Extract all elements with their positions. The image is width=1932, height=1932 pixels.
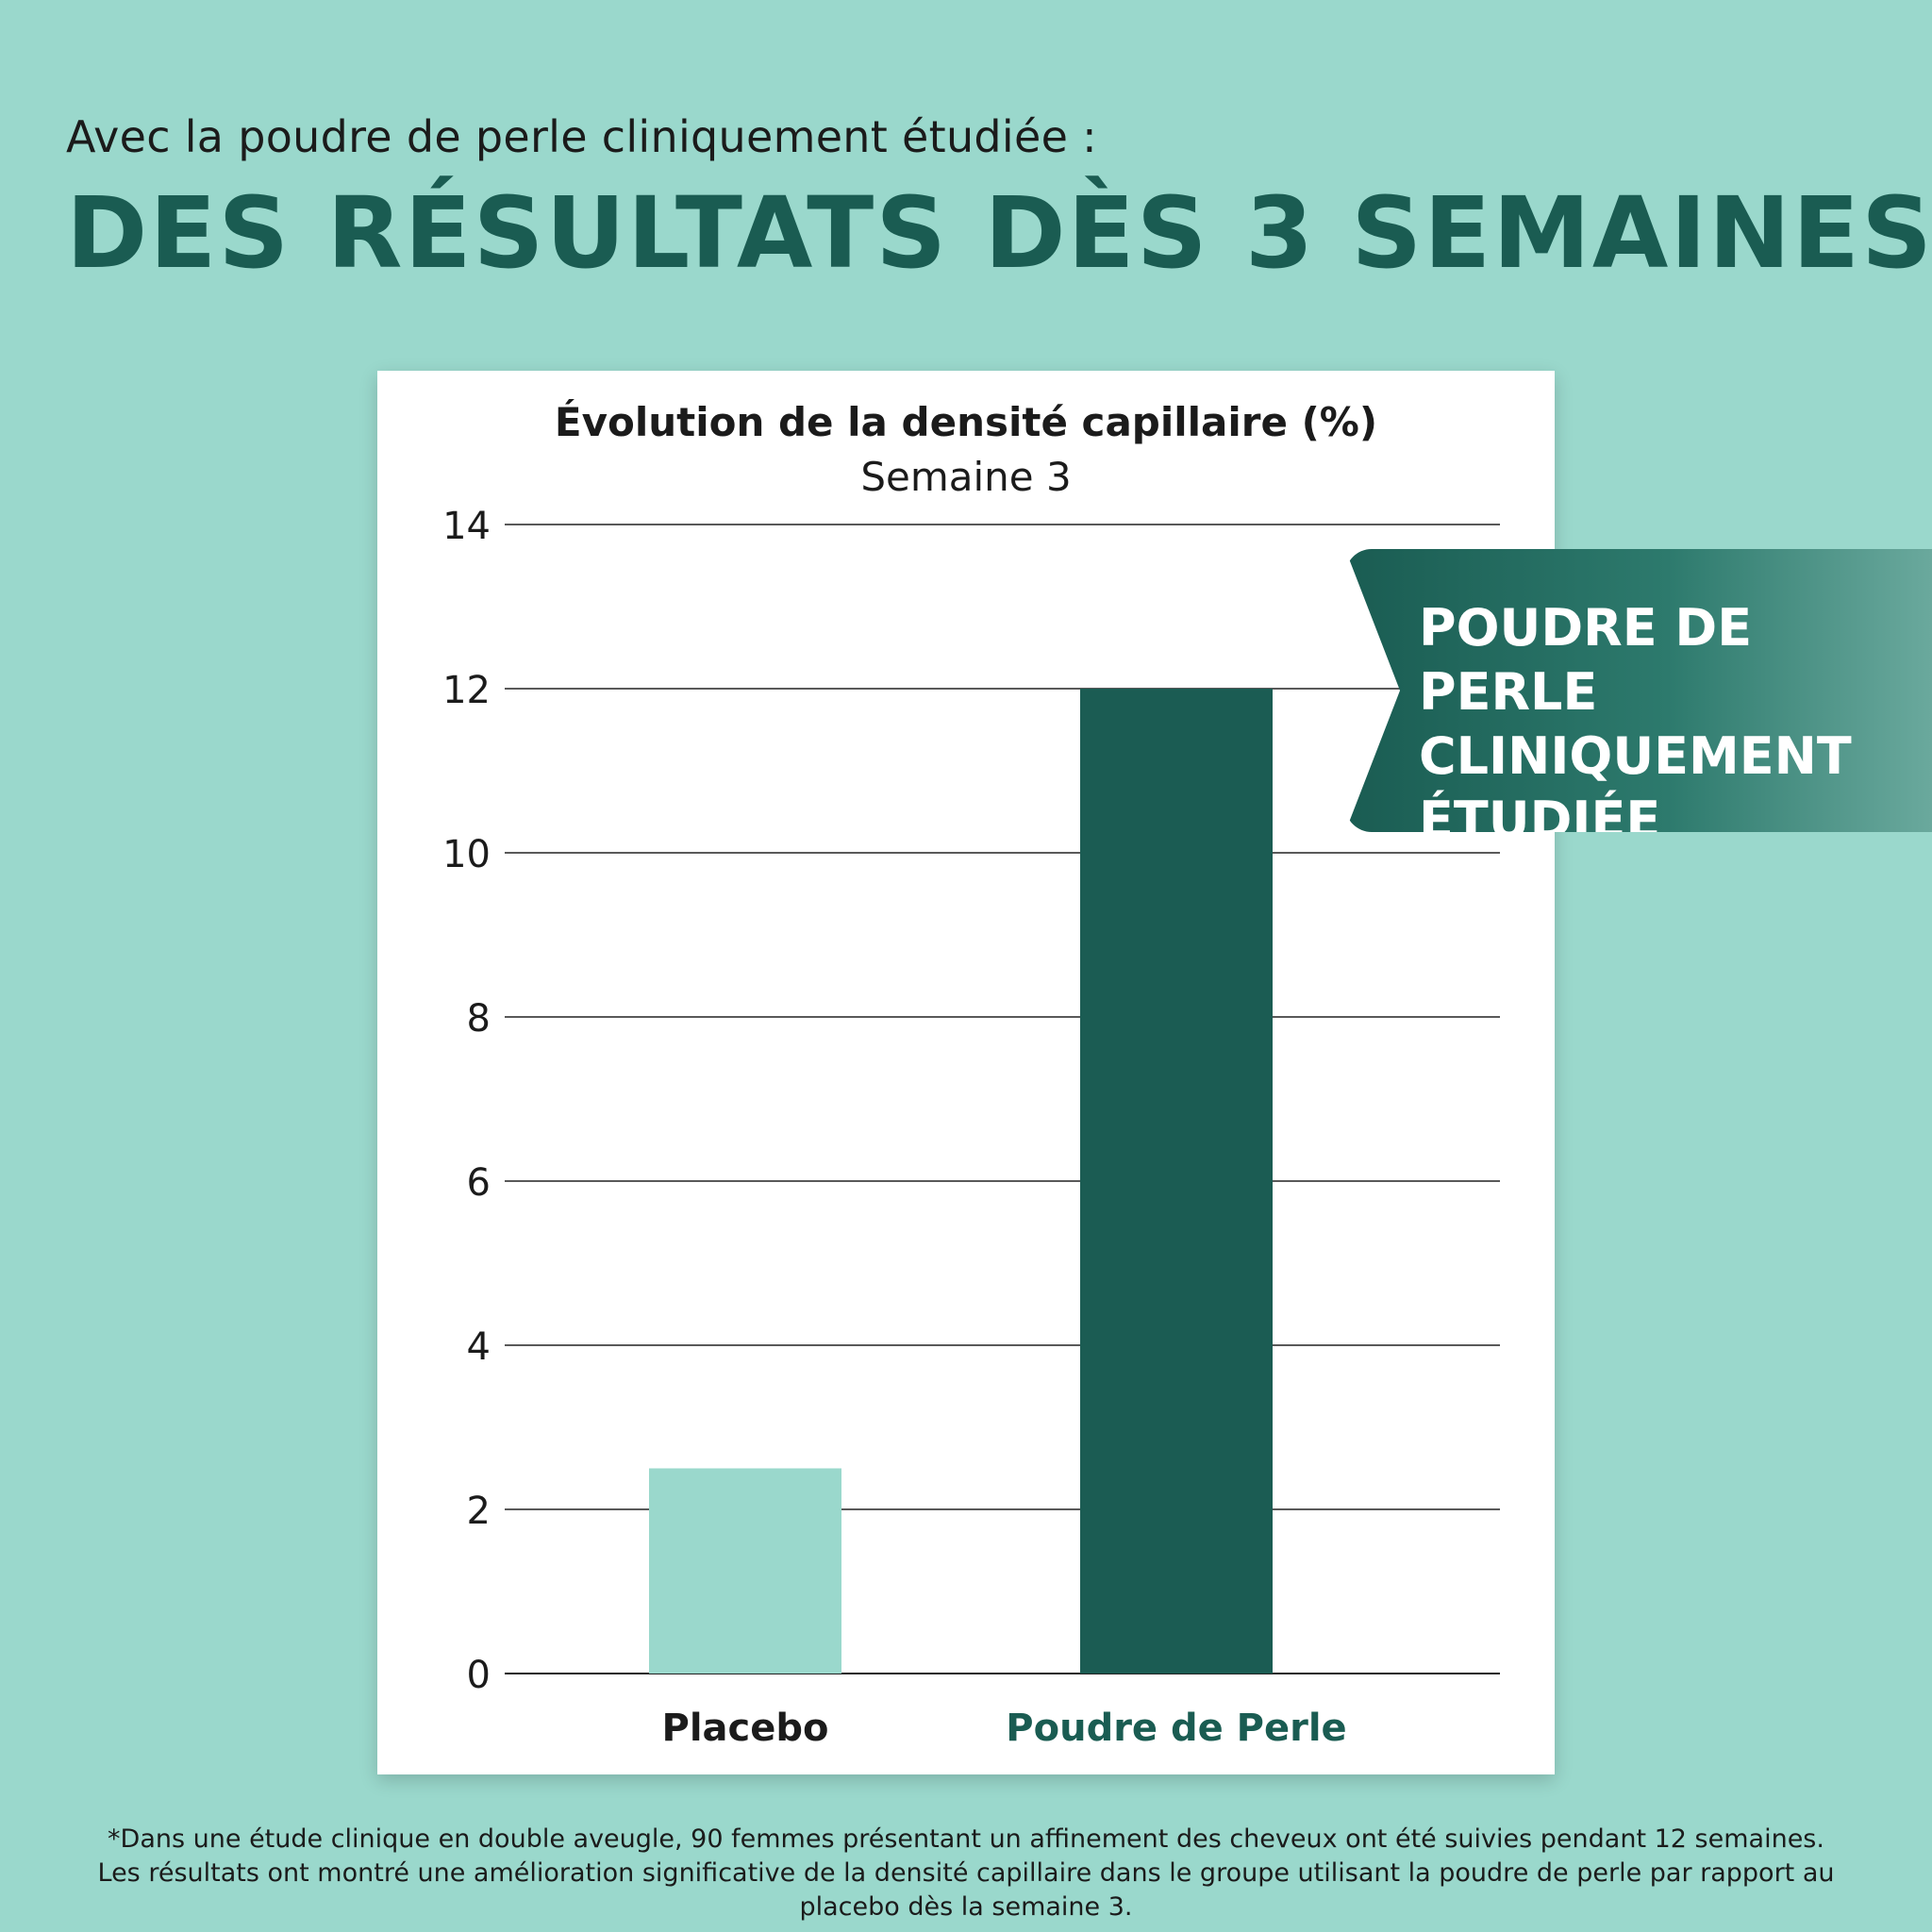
product-ribbon: POUDRE DE PERLE CLINIQUEMENT ÉTUDIÉE [1345, 549, 1932, 832]
y-tick-label: 6 [467, 1161, 491, 1205]
y-tick-label: 12 [442, 669, 491, 712]
chart-title: Évolution de la densité capillaire (%) [554, 399, 1378, 445]
ribbon-text: POUDRE DE PERLE CLINIQUEMENT ÉTUDIÉE [1419, 598, 1852, 850]
y-tick-label: 4 [467, 1325, 491, 1369]
intro-text: Avec la poudre de perle cliniquement étu… [66, 111, 1097, 162]
bar-chart: 0 2 4 6 8 10 12 14 Placebo Poudre de Perle [442, 505, 1500, 1750]
footnote: *Dans une étude clinique en double aveug… [97, 1824, 1835, 1922]
chart-card: Évolution de la densité capillaire (%) S… [377, 371, 1555, 1774]
y-tick-label: 14 [442, 505, 491, 548]
y-tick-label: 10 [442, 833, 491, 876]
x-tick-label: Poudre de Perle [1006, 1707, 1346, 1750]
y-tick-label: 0 [467, 1654, 491, 1697]
y-tick-label: 8 [467, 997, 491, 1041]
bar-poudre-de-perle [1080, 689, 1273, 1674]
y-tick-label: 2 [467, 1490, 491, 1533]
chart-subtitle: Semaine 3 [860, 454, 1072, 500]
bar-placebo [649, 1468, 841, 1674]
headline: DES RÉSULTATS DÈS 3 SEMAINES [66, 175, 1932, 291]
x-tick-label: Placebo [662, 1707, 829, 1750]
